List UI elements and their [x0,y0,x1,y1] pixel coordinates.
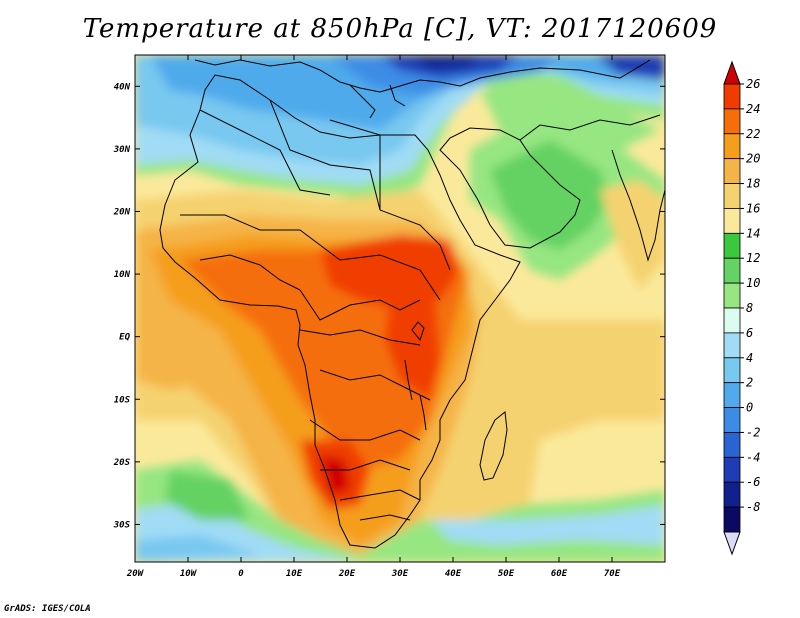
lon-tick-label: 40E [445,569,462,579]
colorbar-label: 24 [746,102,760,116]
lat-tick-label: 40N [114,82,131,92]
lat-tick-label: 30S [113,520,131,530]
colorbar-label: -6 [746,475,760,489]
map-title: Temperature at 850hPa [C], VT: 201712060… [82,14,718,44]
colorbar-swatch [723,133,741,160]
colorbar-swatch [723,357,741,384]
lat-tick-label: 10S [114,395,131,405]
colorbar-swatch [723,232,741,259]
lon-tick-label: 60E [551,569,568,579]
colorbar-swatch [723,407,741,433]
grads-credit: GrADS: IGES/COLA [4,604,91,614]
lat-tick-label: EQ [119,333,130,343]
colorbar-top-arrow [723,60,741,85]
colorbar-label: 8 [746,301,753,315]
colorbar-swatch [723,208,741,234]
colorbar-label: 10 [746,276,760,290]
colorbar-label: 0 [746,401,753,415]
colorbar-label: 16 [746,201,760,215]
lat-tick-label: 30N [113,145,131,155]
colorbar-label: 12 [746,251,760,265]
colorbar-swatch [723,158,741,184]
temperature-field [135,55,665,562]
lat-tick-label: 20N [113,207,131,217]
lon-tick-label: 30E [391,569,409,579]
madagascar-outline [479,411,508,481]
colorbar-label: -4 [746,450,760,464]
colorbar-swatch [723,432,741,458]
lat-tick-label: 20S [113,458,131,468]
colorbar-label: 26 [746,77,760,91]
colorbar-label: -8 [746,500,760,514]
colorbar-swatch [723,282,741,309]
latitude-axis: 40N 30N 20N 10N EQ 10S 20S 30S [113,82,665,530]
lon-tick-label: 0 [238,569,244,579]
colorbar-label: -2 [746,425,760,439]
colorbar-swatch [723,506,741,533]
lon-tick-label: 70E [604,569,621,579]
lon-tick-label: 20W [126,569,145,579]
colorbar-label: 6 [746,326,753,340]
lon-tick-label: 10W [180,569,198,579]
coastlines [159,59,665,549]
colorbar-label: 4 [746,351,753,365]
colorbar-swatch [723,382,741,408]
lon-tick-label: 50E [498,569,515,579]
colorbar-label: 2 [746,376,753,390]
longitude-axis: 20W 10W 0 10E 20E 30E 40E 50E 60E 70E [126,55,621,579]
colorbar-bottom-arrow [723,531,741,556]
lat-tick-label: 10N [114,270,131,280]
colorbar-label: 14 [746,226,760,240]
colorbar-swatch [723,83,741,110]
colorbar-swatch [723,307,741,334]
lon-tick-label: 10E [286,569,303,579]
colorbar-swatch [723,481,741,508]
colorbar-swatch [723,332,741,359]
colorbar-swatch [723,257,741,284]
africa-coastline [159,74,521,549]
colorbar-label: 20 [746,152,760,166]
colorbar-swatch [723,456,741,483]
colorbar-swatch [723,108,741,135]
colorbar-swatch [723,183,741,209]
colorbar-label: 18 [746,177,760,191]
lon-tick-label: 20E [338,569,356,579]
colorbar-label: 22 [746,127,760,141]
